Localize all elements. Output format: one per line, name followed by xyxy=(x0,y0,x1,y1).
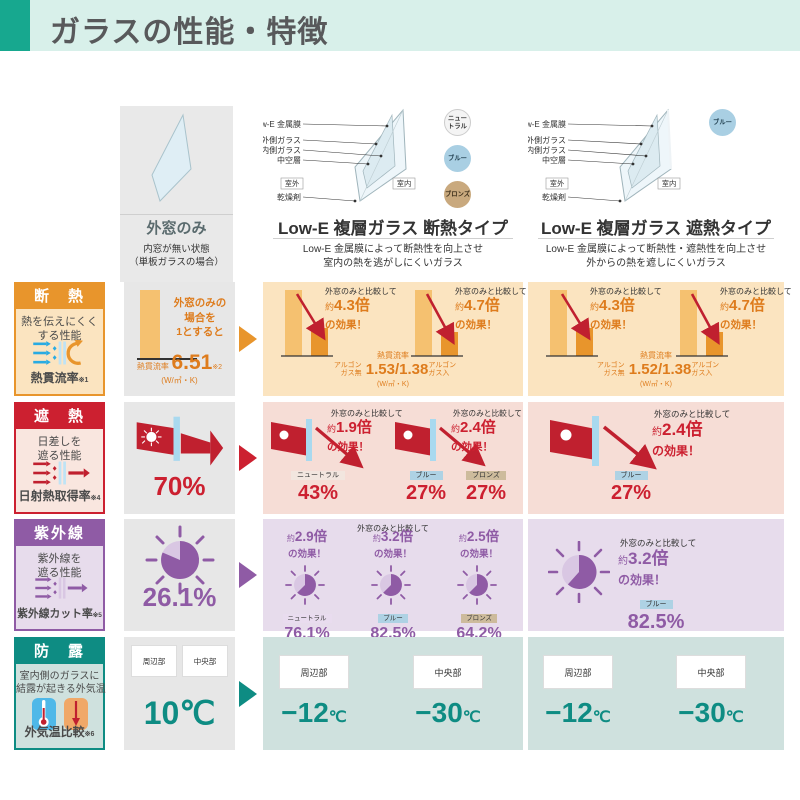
svg-text:中空層: 中空層 xyxy=(277,155,301,165)
svg-text:室外側ガラス: 室外側ガラス xyxy=(263,135,301,145)
svg-text:室外側ガラス: 室外側ガラス xyxy=(528,135,566,145)
svg-text:乾燥剤: 乾燥剤 xyxy=(542,192,566,202)
svg-text:室外: 室外 xyxy=(550,179,565,188)
svg-text:中空層: 中空層 xyxy=(542,155,566,165)
svg-text:室内側ガラス: 室内側ガラス xyxy=(528,145,566,155)
svg-text:室内側ガラス: 室内側ガラス xyxy=(263,145,301,155)
svg-text:室外: 室外 xyxy=(285,179,300,188)
svg-text:Low-E 金属膜: Low-E 金属膜 xyxy=(263,119,301,129)
svg-text:Low-E 金属膜: Low-E 金属膜 xyxy=(528,119,566,129)
svg-text:乾燥剤: 乾燥剤 xyxy=(277,192,301,202)
svg-text:室内: 室内 xyxy=(662,179,677,188)
svg-text:室内: 室内 xyxy=(397,179,412,188)
